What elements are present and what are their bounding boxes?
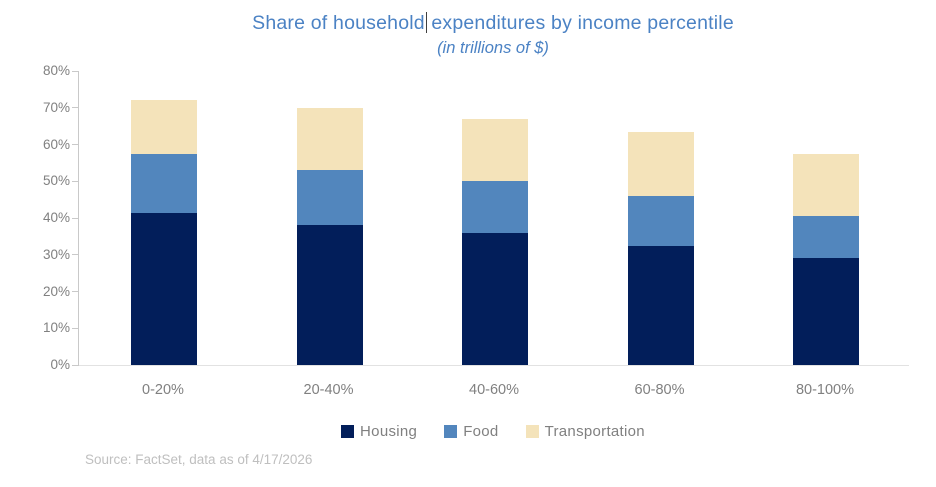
legend-swatch-food xyxy=(444,425,458,438)
legend-item-food[interactable]: Food xyxy=(444,423,498,440)
bar-segment-transportation-80-100%[interactable] xyxy=(793,153,859,217)
bar-segment-housing-60-80%[interactable] xyxy=(627,245,694,365)
title-text-left: Share of household xyxy=(252,12,425,34)
legend-swatch-housing xyxy=(341,425,355,438)
bar-segment-transportation-40-60%[interactable] xyxy=(462,118,528,182)
y-axis-tick xyxy=(72,254,79,256)
bar-segment-food-60-80%[interactable] xyxy=(627,195,694,246)
y-axis-tick-label: 60% xyxy=(42,136,70,152)
y-axis-tick-label: 50% xyxy=(42,173,70,189)
y-axis-tick-label: 20% xyxy=(42,283,70,299)
chart-title[interactable]: Share of household expenditures by income… xyxy=(78,10,908,37)
y-axis-tick xyxy=(72,364,79,366)
legend: Housing Food Transportation xyxy=(78,423,908,440)
bar-segment-housing-0-20%[interactable] xyxy=(131,212,197,365)
y-axis-tick xyxy=(72,217,79,219)
bar-segment-transportation-20-40%[interactable] xyxy=(296,107,363,171)
y-axis-tick-label: 30% xyxy=(42,246,70,262)
bar-segment-food-0-20%[interactable] xyxy=(131,153,197,213)
x-axis-category-label: 60-80% xyxy=(634,382,685,398)
x-axis-category-label: 0-20% xyxy=(142,382,184,398)
legend-item-transportation[interactable]: Transportation xyxy=(525,423,645,440)
y-axis-tick-label: 80% xyxy=(42,63,70,78)
bar-segment-housing-20-40%[interactable] xyxy=(296,225,363,365)
y-axis-tick xyxy=(72,327,79,329)
y-axis-tick xyxy=(72,144,79,145)
legend-item-housing[interactable]: Housing xyxy=(341,423,417,440)
source-note: Source: FactSet, data as of 4/17/2026 xyxy=(85,452,313,467)
bar-segment-housing-80-100%[interactable] xyxy=(793,258,859,365)
legend-swatch-transportation xyxy=(525,425,539,438)
x-axis-category-label: 20-40% xyxy=(303,382,354,398)
chart-subtitle[interactable]: (in trillions of $) xyxy=(437,39,549,57)
y-axis-tick xyxy=(72,70,79,72)
y-axis-tick-label: 40% xyxy=(42,210,70,225)
legend-label-food: Food xyxy=(463,423,499,440)
plot-area[interactable] xyxy=(72,70,909,366)
legend-label-transportation: Transportation xyxy=(544,423,645,440)
bar-segment-transportation-60-80%[interactable] xyxy=(627,131,694,196)
bar-segment-transportation-0-20%[interactable] xyxy=(131,100,197,154)
y-axis-tick xyxy=(72,107,79,109)
y-axis-tick xyxy=(72,180,79,182)
legend-label-housing: Housing xyxy=(360,423,418,440)
bar-segment-food-20-40%[interactable] xyxy=(296,170,363,226)
y-axis-tick-label: 70% xyxy=(42,99,70,115)
title-text-right: expenditures by income percentile xyxy=(431,12,734,34)
bar-segment-housing-40-60%[interactable] xyxy=(462,232,528,365)
x-axis-category-label: 80-100% xyxy=(795,382,855,398)
text-cursor-caret xyxy=(425,12,428,33)
y-axis-tick xyxy=(72,291,79,292)
bar-segment-food-40-60%[interactable] xyxy=(462,181,528,233)
bar-segment-food-80-100%[interactable] xyxy=(793,216,859,259)
y-axis-tick-label: 0% xyxy=(50,357,70,372)
x-axis-category-label: 40-60% xyxy=(469,382,519,398)
y-axis-tick-label: 10% xyxy=(42,320,70,336)
